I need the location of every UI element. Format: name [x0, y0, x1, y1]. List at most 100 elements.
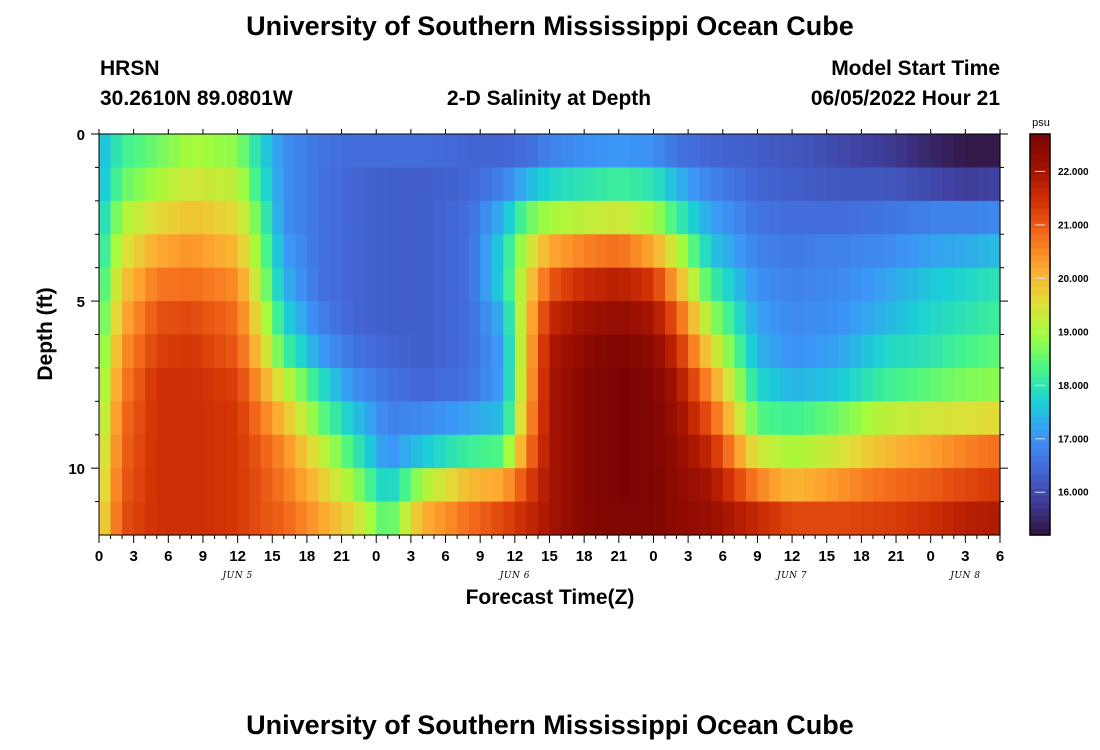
- heatmap-cell: [272, 468, 285, 503]
- heatmap-cell: [468, 468, 481, 503]
- heatmap-cell: [872, 367, 886, 402]
- heatmap-cell: [595, 367, 608, 402]
- heatmap-cell: [202, 267, 216, 302]
- heatmap-cell: [156, 267, 169, 302]
- heatmap-cell: [433, 200, 447, 235]
- heatmap-cell: [457, 234, 470, 269]
- heatmap-cell: [99, 401, 112, 436]
- heatmap-cell: [976, 501, 990, 536]
- heatmap-cell: [457, 401, 470, 436]
- heatmap-cell: [156, 134, 169, 169]
- heatmap-cell: [907, 167, 920, 202]
- colorbar-segment: [1030, 448, 1050, 456]
- heatmap-cell: [953, 334, 966, 369]
- heatmap-cell: [318, 434, 331, 469]
- colorbar-segment: [1030, 207, 1050, 215]
- heatmap-cell: [757, 401, 770, 436]
- heatmap-cell: [584, 334, 597, 369]
- heatmap-cell: [838, 234, 851, 269]
- heatmap-cell: [99, 501, 112, 536]
- heatmap-cell: [295, 134, 308, 169]
- heatmap-cell: [514, 334, 527, 369]
- heatmap-cell: [757, 334, 770, 369]
- colorbar-segment: [1030, 334, 1050, 342]
- heatmap-cell: [179, 134, 193, 169]
- heatmap-cell: [688, 267, 701, 302]
- heatmap-cell: [295, 501, 308, 536]
- heatmap-cell: [376, 334, 389, 369]
- colorbar-segment: [1030, 214, 1050, 222]
- heatmap-cell: [283, 167, 296, 202]
- heatmap-cell: [468, 401, 481, 436]
- heatmap-cell: [676, 401, 689, 436]
- colorbar-segment: [1030, 154, 1050, 162]
- heatmap-cell: [306, 167, 320, 202]
- heatmap-cell: [237, 434, 250, 469]
- heatmap-cell: [907, 334, 920, 369]
- heatmap-cell: [618, 434, 631, 469]
- heatmap-cell: [745, 434, 759, 469]
- heatmap-cell: [826, 234, 839, 269]
- heatmap-cell: [272, 267, 285, 302]
- heatmap-cell: [410, 401, 424, 436]
- heatmap-cell: [537, 167, 551, 202]
- heatmap-cell: [757, 200, 770, 235]
- heatmap-cell: [734, 434, 747, 469]
- heatmap-cell: [376, 200, 389, 235]
- heatmap-cell: [122, 134, 135, 169]
- heatmap-cell: [849, 134, 862, 169]
- x-tick-label: 12: [507, 548, 524, 565]
- heatmap-cell: [930, 367, 943, 402]
- colorbar-segment: [1030, 387, 1050, 396]
- heatmap-cell: [953, 200, 966, 235]
- x-tick-label: 0: [372, 548, 380, 565]
- heatmap-cell: [260, 267, 273, 302]
- heatmap-cell: [318, 501, 331, 536]
- heatmap-cell: [514, 134, 527, 169]
- heatmap-cell: [976, 401, 990, 436]
- heatmap-cell: [722, 301, 735, 336]
- heatmap-cell: [711, 134, 724, 169]
- heatmap-cell: [988, 234, 1001, 269]
- heatmap-cell: [653, 334, 666, 369]
- heatmap-cell: [168, 301, 181, 336]
- heatmap-cell: [942, 200, 955, 235]
- heatmap-cell: [942, 334, 955, 369]
- heatmap-cell: [237, 468, 250, 503]
- heatmap-cell: [849, 367, 862, 402]
- heatmap-cell: [156, 401, 169, 436]
- heatmap-cell: [306, 234, 320, 269]
- heatmap-cell: [919, 200, 932, 235]
- colorbar-tick-label: 20.000: [1058, 274, 1089, 285]
- heatmap-cell: [306, 267, 320, 302]
- heatmap-cell: [907, 501, 920, 536]
- heatmap-cell: [734, 401, 747, 436]
- heatmap-cell: [618, 134, 631, 169]
- heatmap-cell: [792, 234, 805, 269]
- heatmap-cell: [792, 367, 805, 402]
- heatmap-cell: [849, 434, 862, 469]
- heatmap-cell: [341, 267, 354, 302]
- heatmap-cell: [433, 267, 447, 302]
- heatmap-cell: [202, 301, 216, 336]
- heatmap-cell: [295, 434, 308, 469]
- heatmap-cell: [896, 434, 909, 469]
- heatmap-cell: [549, 200, 562, 235]
- heatmap-cell: [907, 468, 920, 503]
- colorbar-segment: [1030, 174, 1050, 182]
- heatmap-cell: [191, 401, 204, 436]
- heatmap-cell: [757, 267, 770, 302]
- heatmap-cell: [561, 501, 574, 536]
- heatmap-cell: [849, 501, 862, 536]
- heatmap-cell: [179, 468, 193, 503]
- colorbar-segment: [1030, 234, 1050, 242]
- heatmap-cell: [526, 301, 539, 336]
- heatmap-cell: [549, 167, 562, 202]
- colorbar-segment: [1030, 187, 1050, 195]
- x-date-label: JUN 8: [948, 571, 980, 581]
- x-date-label: JUN 5: [221, 571, 253, 581]
- heatmap-cell: [584, 134, 597, 169]
- heatmap-cell: [295, 234, 308, 269]
- heatmap-cell: [872, 334, 886, 369]
